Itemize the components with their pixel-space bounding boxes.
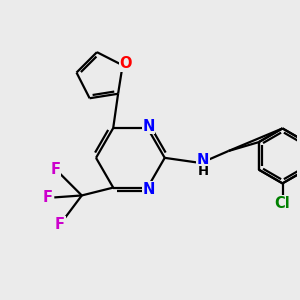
Text: Cl: Cl xyxy=(274,196,290,211)
Text: N: N xyxy=(142,118,155,134)
Text: O: O xyxy=(119,56,132,71)
Text: F: F xyxy=(55,217,65,232)
Text: F: F xyxy=(43,190,52,206)
Text: N: N xyxy=(197,153,209,168)
Text: N: N xyxy=(142,182,155,197)
Text: H: H xyxy=(197,165,208,178)
Text: F: F xyxy=(50,161,60,176)
